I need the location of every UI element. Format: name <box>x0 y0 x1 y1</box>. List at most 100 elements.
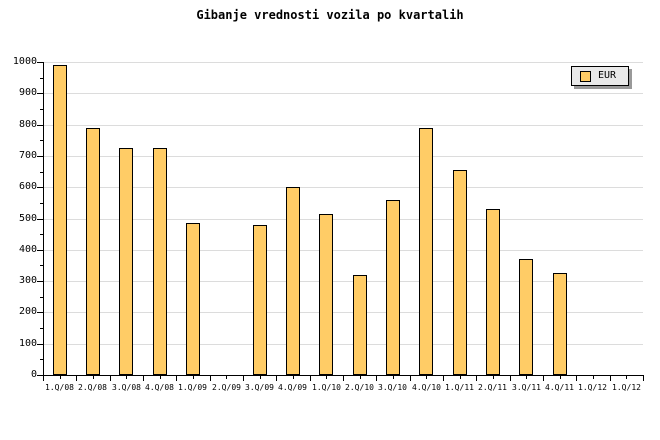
y-tick-label: 200 <box>18 306 37 317</box>
x-tick-label: 2.Q/09 <box>212 383 241 392</box>
gridline <box>43 344 643 345</box>
gridline <box>43 281 643 282</box>
y-tick-major <box>37 312 43 313</box>
y-tick-major <box>37 250 43 251</box>
gridline <box>43 156 643 157</box>
y-tick-label: 900 <box>18 87 37 98</box>
x-tick-label: 4.Q/10 <box>412 383 441 392</box>
y-tick-major <box>37 156 43 157</box>
legend-label: EUR <box>598 70 617 81</box>
y-tick-major <box>37 375 43 376</box>
bar-1-q-10 <box>319 214 333 375</box>
x-tick-minor <box>326 375 327 379</box>
bar-4-q-10 <box>419 128 433 375</box>
bar-3-q-10 <box>386 200 400 375</box>
x-tick-label: 1.Q/12 <box>578 383 607 392</box>
x-tick-major <box>543 375 544 381</box>
x-tick-major <box>576 375 577 381</box>
bar-4-q-09 <box>286 187 300 375</box>
x-tick-label: 4.Q/09 <box>278 383 307 392</box>
x-tick-major <box>76 375 77 381</box>
x-tick-minor <box>193 375 194 379</box>
x-tick-label: 3.Q/11 <box>512 383 541 392</box>
gridline <box>43 312 643 313</box>
legend: EUR <box>571 66 629 86</box>
y-tick-minor <box>40 78 43 79</box>
y-tick-label: 800 <box>18 119 37 130</box>
y-tick-minor <box>40 328 43 329</box>
bar-2-q-10 <box>353 275 367 375</box>
y-tick-label: 500 <box>18 213 37 224</box>
gridline <box>43 62 643 63</box>
x-tick-label: 1.Q/08 <box>45 383 74 392</box>
x-tick-minor <box>626 375 627 379</box>
x-tick-label: 1.Q/12 <box>612 383 641 392</box>
bar-3-q-09 <box>253 225 267 375</box>
y-tick-label: 100 <box>18 338 37 349</box>
bar-3-q-11 <box>519 259 533 375</box>
y-tick-minor <box>40 140 43 141</box>
x-tick-minor <box>60 375 61 379</box>
x-tick-major <box>376 375 377 381</box>
y-tick-minor <box>40 265 43 266</box>
x-tick-minor <box>593 375 594 379</box>
y-tick-major <box>37 344 43 345</box>
x-tick-minor <box>393 375 394 379</box>
y-axis <box>43 62 44 376</box>
x-tick-major <box>443 375 444 381</box>
x-tick-major <box>43 375 44 381</box>
x-tick-label: 3.Q/08 <box>112 383 141 392</box>
y-tick-minor <box>40 109 43 110</box>
gridline <box>43 93 643 94</box>
x-tick-minor <box>493 375 494 379</box>
y-tick-major <box>37 93 43 94</box>
x-tick-minor <box>360 375 361 379</box>
x-tick-major <box>176 375 177 381</box>
y-tick-major <box>37 219 43 220</box>
x-tick-major <box>610 375 611 381</box>
x-tick-minor <box>293 375 294 379</box>
x-tick-major <box>243 375 244 381</box>
bar-2-q-08 <box>86 128 100 375</box>
y-tick-minor <box>40 359 43 360</box>
y-tick-label: 1000 <box>12 56 37 67</box>
bar-1-q-09 <box>186 223 200 375</box>
x-tick-label: 2.Q/10 <box>345 383 374 392</box>
y-tick-label: 700 <box>18 150 37 161</box>
y-tick-major <box>37 62 43 63</box>
x-tick-label: 1.Q/11 <box>445 383 474 392</box>
x-tick-label: 2.Q/11 <box>478 383 507 392</box>
x-tick-major <box>310 375 311 381</box>
x-tick-minor <box>560 375 561 379</box>
x-tick-minor <box>426 375 427 379</box>
x-tick-major <box>210 375 211 381</box>
x-tick-major <box>276 375 277 381</box>
x-tick-minor <box>93 375 94 379</box>
bar-4-q-08 <box>153 148 167 375</box>
x-tick-label: 1.Q/10 <box>312 383 341 392</box>
y-tick-label: 400 <box>18 244 37 255</box>
x-tick-major <box>643 375 644 381</box>
y-tick-minor <box>40 297 43 298</box>
y-tick-major <box>37 187 43 188</box>
x-axis <box>43 375 644 376</box>
gridline <box>43 219 643 220</box>
y-tick-label: 300 <box>18 275 37 286</box>
x-tick-minor <box>160 375 161 379</box>
bar-3-q-08 <box>119 148 133 375</box>
x-tick-major <box>410 375 411 381</box>
x-tick-label: 1.Q/09 <box>178 383 207 392</box>
x-tick-major <box>476 375 477 381</box>
y-tick-minor <box>40 234 43 235</box>
x-tick-major <box>143 375 144 381</box>
x-tick-minor <box>126 375 127 379</box>
x-tick-minor <box>260 375 261 379</box>
x-tick-major <box>110 375 111 381</box>
y-tick-major <box>37 281 43 282</box>
x-tick-minor <box>460 375 461 379</box>
chart-title: Gibanje vrednosti vozila po kvartalih <box>196 8 464 22</box>
x-tick-minor <box>526 375 527 379</box>
gridline <box>43 125 643 126</box>
gridline <box>43 250 643 251</box>
